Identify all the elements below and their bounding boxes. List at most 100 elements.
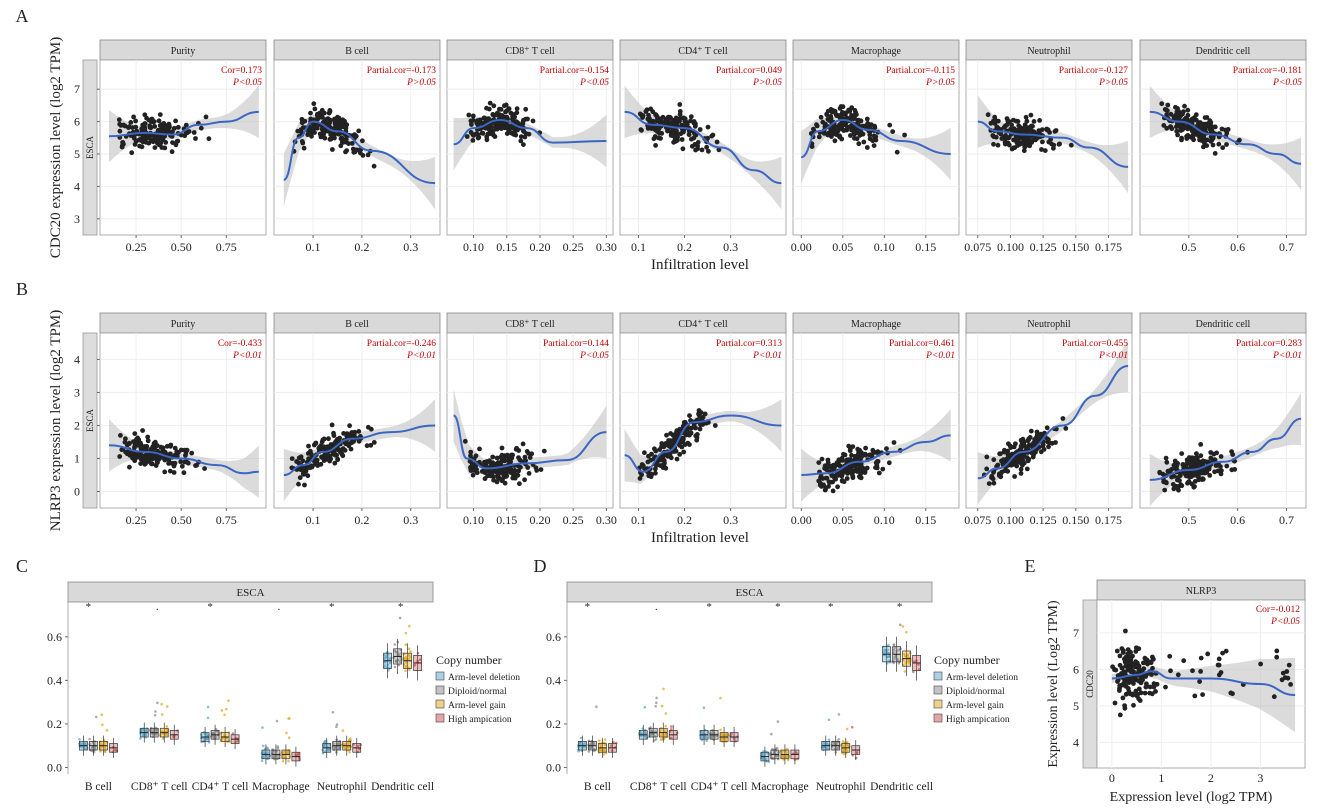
- data-point: [1190, 668, 1195, 674]
- data-point: [1212, 124, 1218, 130]
- data-point: [1178, 482, 1184, 488]
- data-point: [1021, 125, 1027, 131]
- data-point: [1282, 675, 1288, 680]
- jitter-point: [344, 742, 347, 746]
- data-point: [126, 464, 132, 470]
- data-point: [482, 115, 487, 121]
- legend-item: Arm-level deletion: [448, 673, 520, 683]
- data-point: [487, 100, 493, 106]
- data-point: [657, 447, 662, 452]
- jitter-point: [225, 707, 228, 711]
- jitter-point: [139, 737, 142, 740]
- jitter-point: [845, 727, 849, 731]
- data-point: [319, 107, 325, 113]
- data-point: [138, 442, 144, 447]
- loess-curve: [108, 444, 259, 475]
- jitter-point: [664, 712, 668, 715]
- jitter-point: [395, 660, 398, 663]
- data-point: [1199, 138, 1205, 143]
- jitter-point: [404, 669, 407, 672]
- group-macrophage: Macrophage *: [751, 601, 808, 793]
- legend-swatch: [435, 699, 445, 709]
- data-point: [1022, 122, 1028, 128]
- data-point: [884, 446, 889, 451]
- data-point: [117, 128, 123, 134]
- x-tick-label: Macrophage: [751, 781, 808, 793]
- data-point: [825, 460, 831, 466]
- data-point: [326, 457, 332, 463]
- data-point: [360, 138, 365, 144]
- jitter-point: [775, 746, 779, 750]
- data-point: [1165, 102, 1171, 108]
- facet-macrophage: Macrophage Partial.cor=0.461 P<0.01 0.00 0.0…: [791, 312, 960, 527]
- data-point: [148, 125, 154, 131]
- data-point: [852, 131, 857, 137]
- facet-title: CD4⁺ T cell: [678, 46, 728, 57]
- jitter-point: [398, 616, 402, 620]
- legend-swatch: [435, 671, 445, 681]
- data-point: [855, 469, 860, 474]
- data-point: [1209, 124, 1215, 129]
- data-point: [1164, 107, 1169, 113]
- data-point: [184, 459, 190, 465]
- x-tick-label: Dendritic cell: [371, 781, 434, 793]
- data-point: [1117, 653, 1123, 659]
- data-point: [298, 454, 304, 460]
- row-strip-label: CDC20: [1085, 670, 1095, 698]
- data-point: [353, 133, 359, 139]
- jitter-point: [827, 738, 831, 741]
- data-point: [693, 425, 698, 431]
- x-tick-label: 0.5: [1181, 240, 1196, 254]
- data-point: [468, 449, 474, 455]
- data-point: [1204, 143, 1210, 149]
- facet-title: Macrophage: [851, 46, 902, 57]
- data-point: [992, 114, 998, 120]
- data-point: [1224, 463, 1230, 469]
- data-point: [317, 444, 322, 450]
- data-point: [1021, 442, 1027, 448]
- data-point: [1179, 451, 1185, 456]
- jitter-point: [206, 716, 210, 720]
- data-point: [1040, 442, 1046, 448]
- data-point: [677, 116, 683, 121]
- data-point: [843, 110, 848, 116]
- data-point: [842, 469, 848, 474]
- data-point: [167, 460, 173, 466]
- data-point: [499, 113, 505, 118]
- data-point: [995, 118, 1001, 124]
- group-cd8-t-cell: CD8⁺ T cell.: [131, 601, 188, 793]
- p-value-label: P<0.01: [232, 351, 262, 361]
- x-tick-label: 0.100: [997, 240, 1024, 254]
- x-tick-label: 0.10: [463, 513, 484, 527]
- x-tick-label: 0.2: [677, 513, 692, 527]
- data-point: [1192, 693, 1198, 699]
- jitter-point: [115, 748, 118, 752]
- data-point: [338, 143, 344, 149]
- data-point: [171, 470, 177, 475]
- data-point: [526, 131, 532, 137]
- jitter-point: [83, 742, 87, 745]
- data-point: [846, 107, 852, 113]
- x-tick-label: 3: [1257, 771, 1263, 785]
- data-point: [1060, 416, 1066, 421]
- jitter-point: [610, 744, 613, 747]
- data-point: [1159, 101, 1165, 107]
- data-point: [1132, 663, 1138, 668]
- confidence-band: [283, 399, 436, 502]
- x-tick-label: 0.10: [463, 240, 484, 254]
- x-tick-label: CD8⁺ T cell: [630, 781, 687, 793]
- data-point: [523, 106, 529, 112]
- jitter-point: [899, 623, 902, 627]
- data-point: [301, 145, 307, 151]
- data-point: [1125, 686, 1131, 691]
- data-point: [330, 147, 335, 152]
- data-point: [652, 134, 658, 139]
- data-point: [1149, 691, 1155, 697]
- x-tick-label: 0.30: [596, 240, 617, 254]
- data-point: [470, 113, 476, 119]
- data-point: [319, 126, 325, 132]
- data-point: [697, 127, 703, 132]
- jitter-point: [901, 625, 905, 628]
- data-point: [1027, 435, 1033, 440]
- data-point: [1216, 141, 1222, 147]
